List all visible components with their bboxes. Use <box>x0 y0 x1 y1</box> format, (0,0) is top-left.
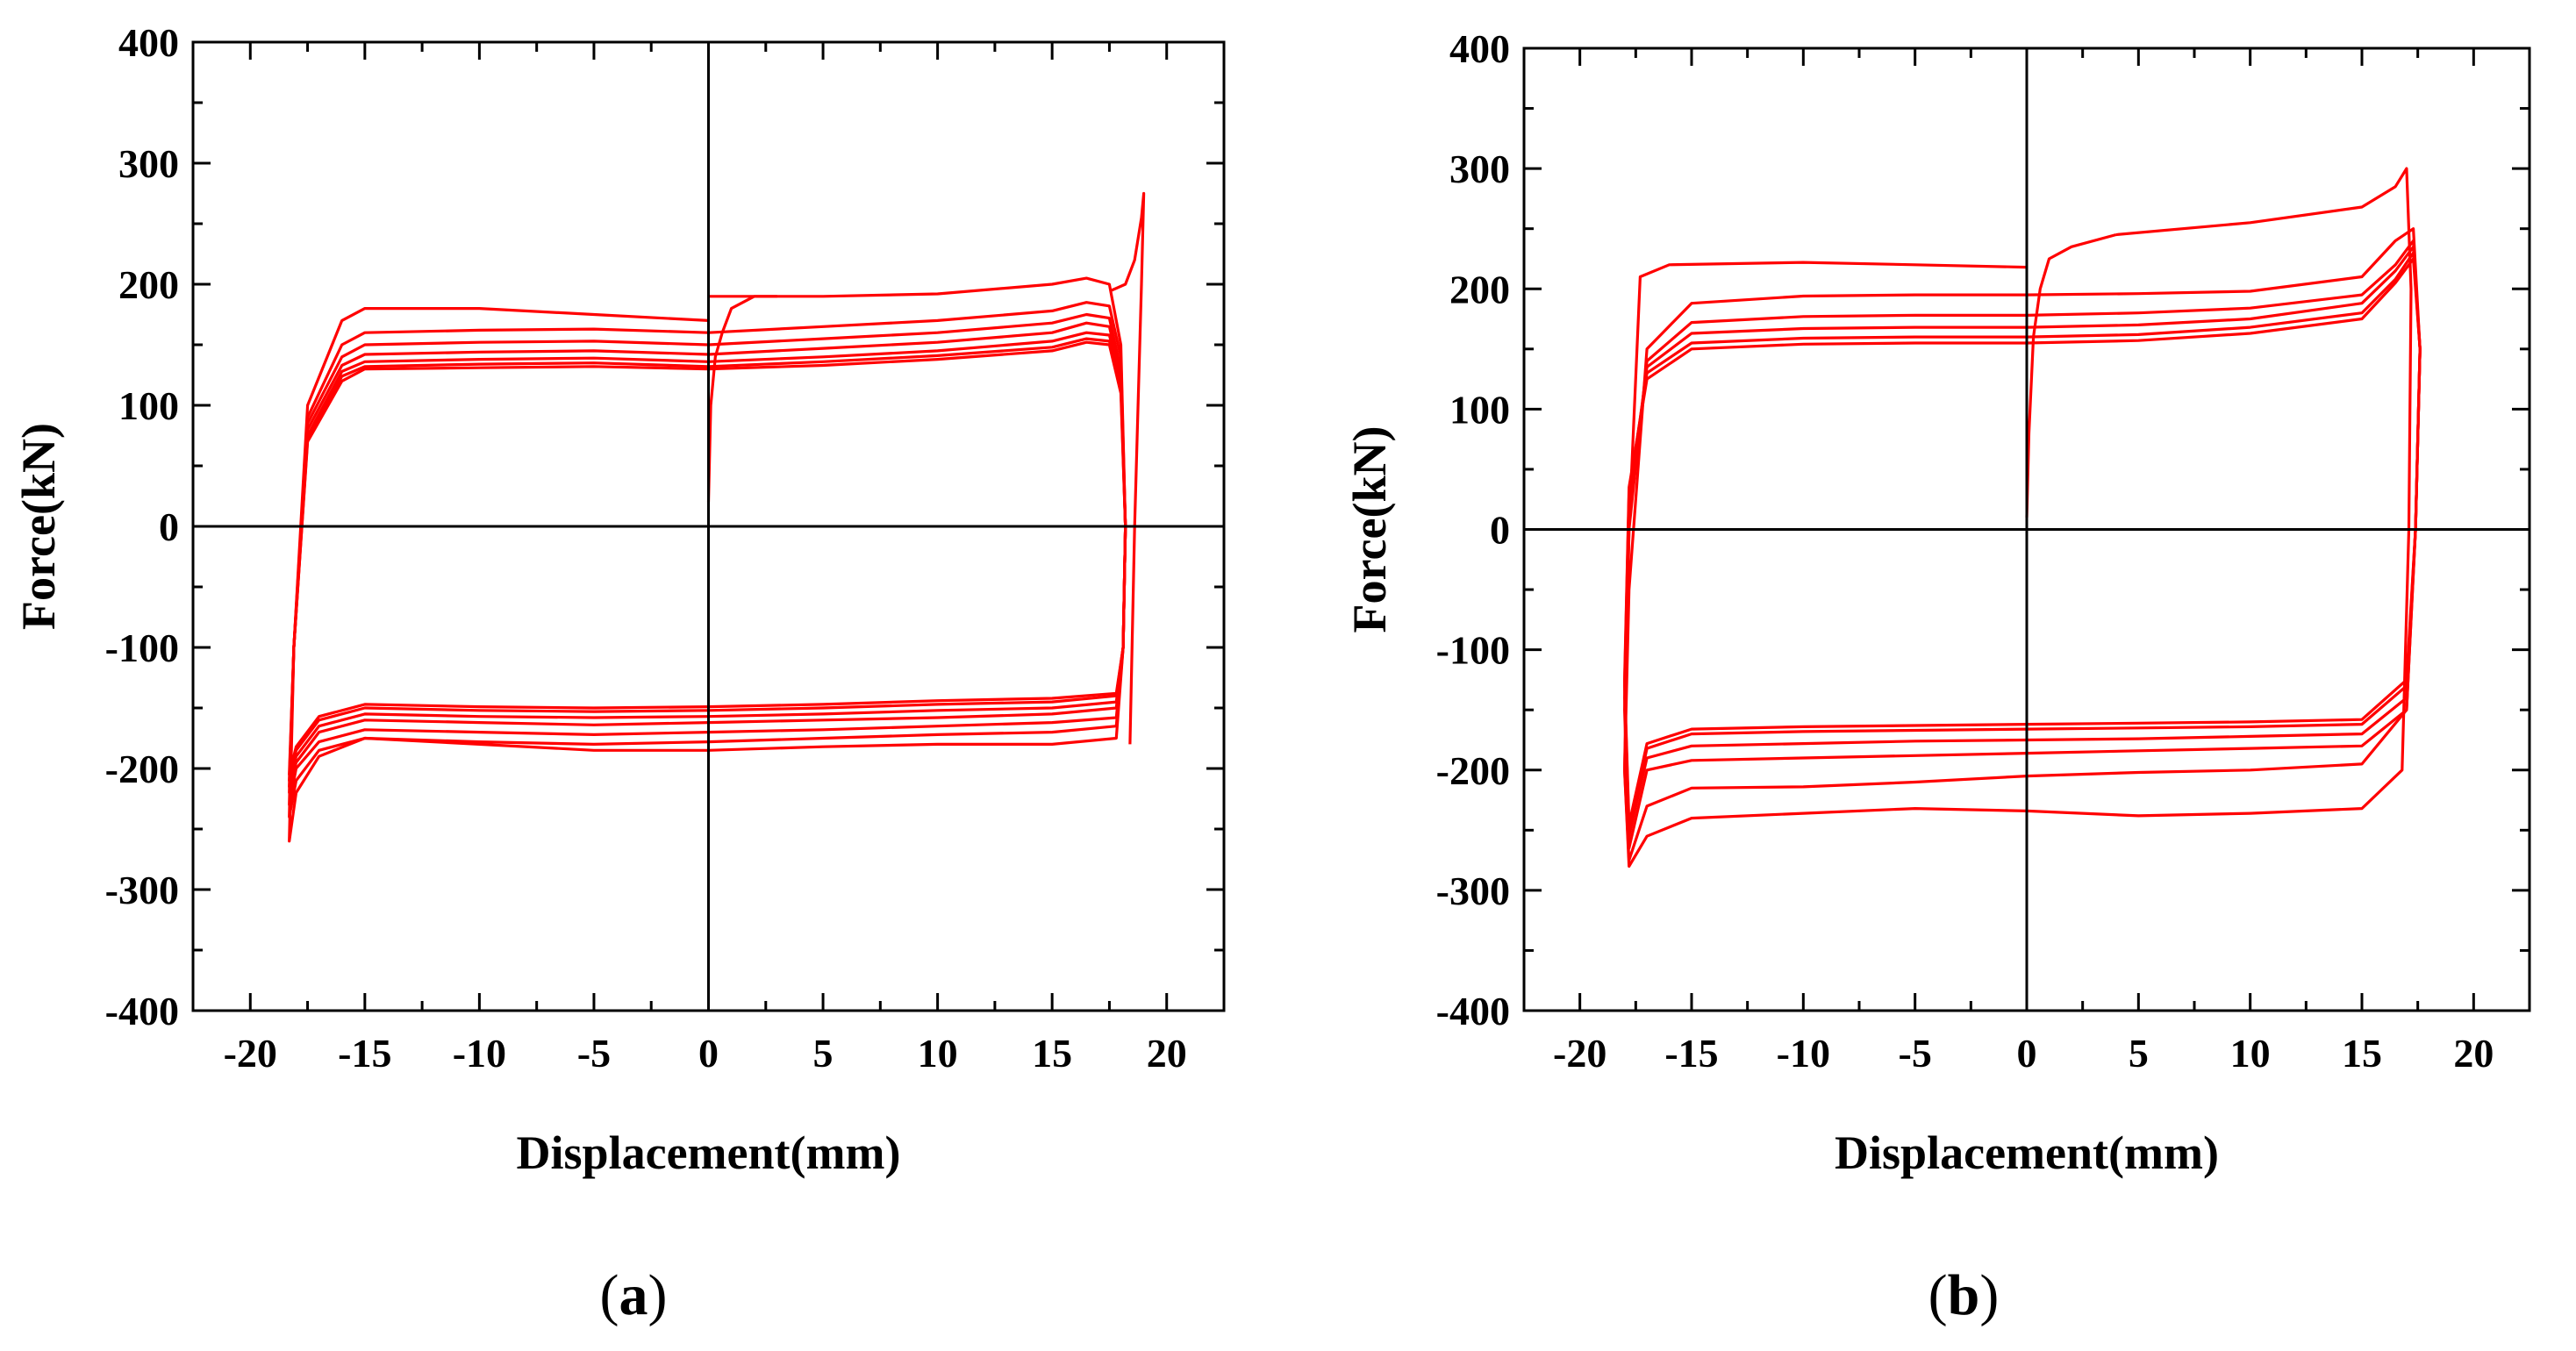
caption-b-letter: b <box>1948 1263 1980 1327</box>
x-tick-label: -10 <box>1777 1031 1830 1076</box>
x-tick-label: -5 <box>577 1031 611 1076</box>
caption-b-close-paren: ) <box>1979 1263 1999 1327</box>
y-tick-label: -100 <box>1436 628 1510 673</box>
series-loop-2 <box>1623 227 2422 862</box>
x-tick-label: 10 <box>2230 1031 2271 1076</box>
x-tick-label: 20 <box>1147 1031 1187 1076</box>
y-tick-label: 0 <box>159 504 179 549</box>
series-peak-spike <box>1111 191 1146 745</box>
y-tick-label: -300 <box>105 868 179 912</box>
x-tick-label: 5 <box>813 1031 834 1076</box>
x-tick-label: 5 <box>2129 1031 2149 1076</box>
panel-b: -20 -15 -10 -5 0 5 10 15 20 -400 -300 -200 -100 0 100 2… <box>1343 26 2531 1179</box>
y-tick-label: 0 <box>1490 508 1510 553</box>
caption-a-letter: a <box>619 1263 648 1327</box>
x-tick-label: -20 <box>224 1031 277 1076</box>
y-axis-label: Force(kN) <box>1343 426 1396 633</box>
caption-a-close-paren: ) <box>648 1263 668 1327</box>
y-tick-label: -200 <box>105 747 179 791</box>
y-tick-label: -300 <box>1436 868 1510 913</box>
x-tick-label: -15 <box>338 1031 391 1076</box>
caption-b: (b) <box>1928 1263 2000 1327</box>
y-tick-label: 300 <box>1449 147 1510 191</box>
x-tick-label: 15 <box>2342 1031 2382 1076</box>
series-initial-loading <box>2025 232 2117 518</box>
x-tick-label: 20 <box>2453 1031 2494 1076</box>
y-tick-label: 200 <box>118 262 179 307</box>
y-axis-label: Force(kN) <box>12 423 65 630</box>
series-loop-1 <box>1623 167 2413 868</box>
x-axis-label: Displacement(mm) <box>517 1126 901 1179</box>
x-tick-label: -10 <box>453 1031 506 1076</box>
caption-b-open-paren: ( <box>1928 1263 1948 1327</box>
x-tick-label: 0 <box>2017 1031 2037 1076</box>
panel-a: -20 -15 -10 -5 0 5 10 15 20 -400 -300 -200 -100 0 100 2… <box>12 20 1226 1179</box>
x-tick-label: -5 <box>1899 1031 1932 1076</box>
x-tick-label: 15 <box>1032 1031 1072 1076</box>
x-axis-label: Displacement(mm) <box>1835 1126 2219 1179</box>
y-tick-label: 100 <box>1449 387 1510 432</box>
y-tick-label: -100 <box>105 625 179 670</box>
y-tick-label: -400 <box>1436 989 1510 1033</box>
y-tick-label: 400 <box>118 20 179 65</box>
x-tick-label: -15 <box>1664 1031 1718 1076</box>
caption-a: (a) <box>600 1263 668 1327</box>
y-tick-label: 100 <box>118 383 179 428</box>
y-tick-label: 400 <box>1449 26 1510 71</box>
series-initial-loading <box>706 295 777 503</box>
y-tick-label: -200 <box>1436 748 1510 793</box>
x-tick-label: -20 <box>1553 1031 1606 1076</box>
y-tick-label: -400 <box>105 989 179 1033</box>
caption-a-open-paren: ( <box>600 1263 619 1327</box>
x-tick-label: 10 <box>918 1031 958 1076</box>
y-tick-label: 300 <box>118 141 179 186</box>
y-tick-label: 200 <box>1449 267 1510 311</box>
x-tick-label: 0 <box>698 1031 719 1076</box>
